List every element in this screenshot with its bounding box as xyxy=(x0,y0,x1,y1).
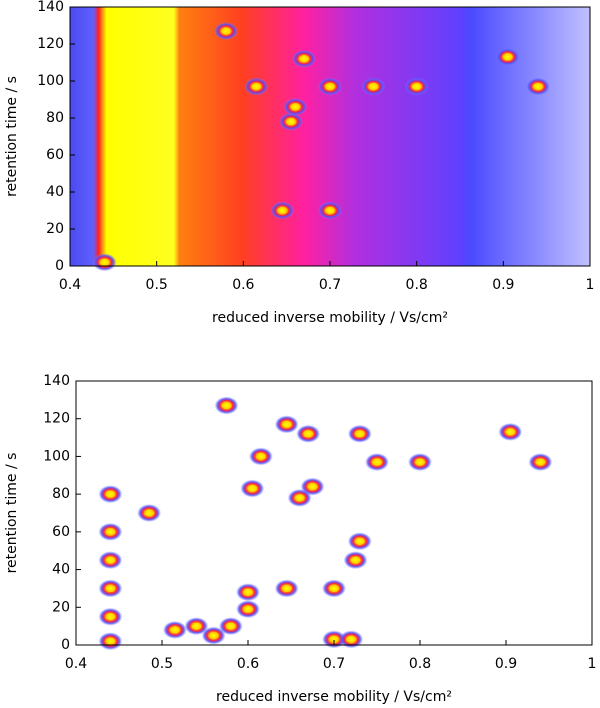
x-tick-label: 1 xyxy=(588,656,597,672)
spot xyxy=(240,479,265,498)
y-tick-label: 20 xyxy=(52,599,70,615)
spot xyxy=(201,626,226,645)
spot xyxy=(292,49,316,68)
spot xyxy=(526,77,550,96)
y-tick-label: 60 xyxy=(46,147,64,163)
spot xyxy=(339,630,364,649)
spot xyxy=(279,112,303,131)
spot xyxy=(98,522,123,541)
x-tick-label: 0.9 xyxy=(492,277,514,293)
spot xyxy=(162,620,187,639)
spot xyxy=(365,453,389,472)
spot xyxy=(322,579,346,598)
x-tick-label: 1 xyxy=(586,277,595,293)
y-tick-label: 100 xyxy=(37,73,64,89)
spot xyxy=(214,22,238,41)
spot xyxy=(318,77,342,96)
x-tick-label: 0.7 xyxy=(319,277,341,293)
y-tick-label: 120 xyxy=(37,36,64,52)
spot xyxy=(214,396,239,415)
y-axis-label: retention time / s xyxy=(4,453,20,574)
x-tick-label: 0.9 xyxy=(495,656,517,672)
spot xyxy=(98,607,123,626)
spot xyxy=(236,600,260,619)
y-tick-label: 60 xyxy=(52,524,70,540)
y-tick-label: 80 xyxy=(52,486,70,502)
x-tick-label: 0.5 xyxy=(151,656,173,672)
spot xyxy=(244,77,269,96)
y-tick-label: 140 xyxy=(43,373,70,389)
spot xyxy=(98,632,123,651)
y-tick-label: 80 xyxy=(46,110,64,126)
x-tick-label: 0.4 xyxy=(65,656,87,672)
spot xyxy=(347,424,372,443)
spot xyxy=(270,201,295,220)
spot xyxy=(347,532,372,551)
x-axis-label: reduced inverse mobility / Vs/cm² xyxy=(212,310,448,326)
spot xyxy=(248,447,273,466)
spot xyxy=(274,579,299,598)
spot xyxy=(274,415,299,434)
spot xyxy=(137,504,162,522)
x-tick-label: 0.6 xyxy=(232,277,254,293)
x-tick-label: 0.8 xyxy=(409,656,431,672)
spot xyxy=(361,77,386,96)
y-axis-label: retention time / s xyxy=(4,76,20,197)
spot xyxy=(287,488,312,507)
spot xyxy=(528,453,553,472)
spot xyxy=(98,551,123,570)
y-tick-label: 0 xyxy=(61,637,70,653)
y-tick-label: 0 xyxy=(55,258,64,274)
heatmap-background xyxy=(70,7,590,266)
spot xyxy=(498,422,523,441)
spot xyxy=(408,453,432,472)
x-tick-label: 0.5 xyxy=(146,277,168,293)
x-tick-label: 0.6 xyxy=(237,656,259,672)
spot xyxy=(318,201,342,220)
y-tick-label: 40 xyxy=(46,184,64,200)
spot xyxy=(98,579,123,598)
y-tick-label: 100 xyxy=(43,448,70,464)
spot xyxy=(92,253,117,272)
y-tick-label: 120 xyxy=(43,411,70,427)
x-tick-label: 0.7 xyxy=(323,656,345,672)
spot xyxy=(404,77,429,96)
spot xyxy=(283,97,308,116)
x-tick-label: 0.8 xyxy=(406,277,428,293)
y-tick-label: 40 xyxy=(52,562,70,578)
spot xyxy=(98,485,123,504)
x-tick-label: 0.4 xyxy=(59,277,81,293)
y-tick-label: 140 xyxy=(37,0,64,15)
spot xyxy=(218,617,243,636)
spot xyxy=(322,630,346,649)
x-axis-label: reduced inverse mobility / Vs/cm² xyxy=(216,689,452,704)
spot xyxy=(296,424,321,443)
y-tick-label: 20 xyxy=(46,221,64,237)
spot xyxy=(343,551,368,570)
spot xyxy=(495,47,520,66)
spot xyxy=(236,583,260,602)
spot xyxy=(184,617,209,636)
